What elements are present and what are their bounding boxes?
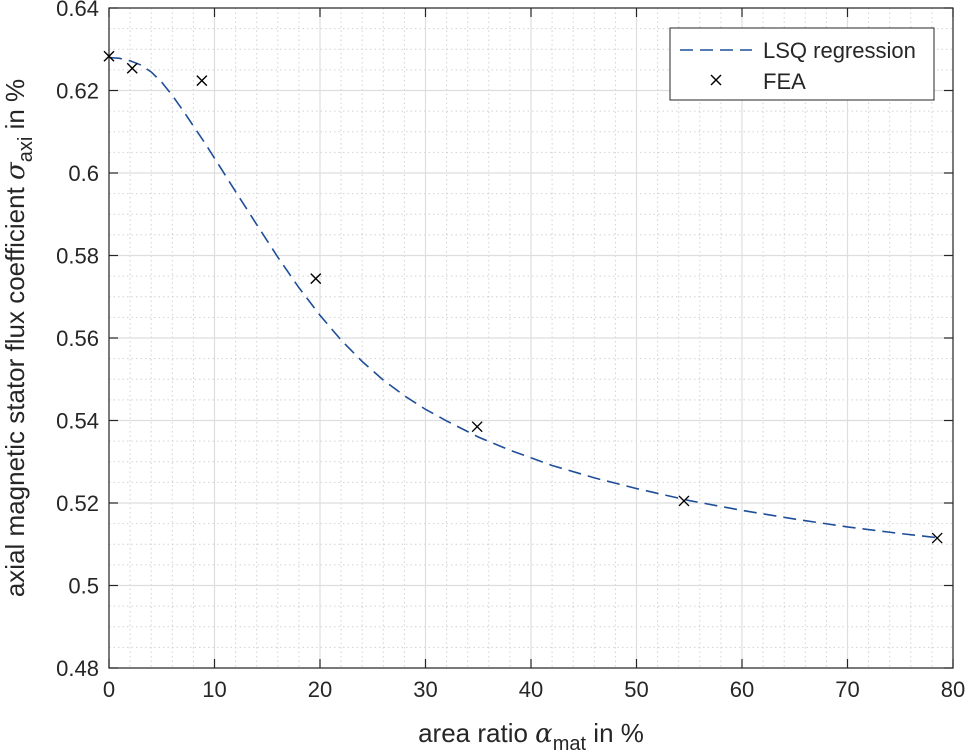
y-tick-label: 0.56 — [56, 326, 99, 351]
fea-point-stroke — [126, 62, 138, 74]
y-tick-label: 0.52 — [56, 491, 99, 516]
fea-point-stroke — [103, 50, 115, 62]
fea-point — [931, 532, 943, 544]
legend-label-fea: FEA — [763, 69, 806, 94]
axis-ticks — [108, 7, 954, 669]
x-tick-label: 40 — [519, 677, 543, 702]
x-tick-label: 50 — [624, 677, 648, 702]
x-tick-label: 20 — [308, 677, 332, 702]
fea-point — [471, 421, 483, 433]
x-tick-label: 80 — [941, 677, 965, 702]
legend-label-lsq: LSQ regression — [763, 38, 916, 63]
x-axis-label-suffix: in % — [586, 718, 644, 748]
fea-point-stroke — [678, 495, 690, 507]
x-tick-label: 10 — [202, 677, 226, 702]
regression-line — [108, 56, 938, 539]
fea-point-stroke — [310, 273, 322, 285]
x-tick-label: 30 — [413, 677, 437, 702]
y-tick-label: 0.5 — [68, 574, 99, 599]
fea-point — [196, 75, 208, 87]
y-tick-labels: 0.48 0.5 0.52 0.54 0.56 0.58 0.6 0.62 0.64 — [56, 0, 99, 681]
fea-point — [103, 50, 115, 62]
minor-grid — [109, 8, 953, 668]
y-axis-label: axial magnetic stator flux coefficient σ… — [0, 79, 37, 597]
y-tick-label: 0.54 — [56, 409, 99, 434]
x-axis-label-symbol: α — [535, 719, 553, 749]
y-axis-label-subscript: axi — [15, 137, 37, 163]
fea-point-stroke — [471, 421, 483, 433]
fea-point-stroke — [931, 532, 943, 544]
x-tick-label: 70 — [835, 677, 859, 702]
x-tick-label: 0 — [103, 677, 115, 702]
legend-box — [669, 27, 935, 101]
legend: LSQ regression FEA — [669, 27, 935, 101]
y-tick-label: 0.6 — [68, 161, 99, 186]
y-axis-label-suffix: in % — [0, 79, 30, 137]
y-tick-label: 0.58 — [56, 244, 99, 269]
series-layer — [103, 50, 943, 544]
x-tick-labels: 0 10 20 30 40 50 60 70 80 — [103, 677, 965, 702]
fea-point-stroke — [196, 75, 208, 87]
x-axis-label: area ratio αmat in % — [418, 718, 644, 755]
fea-point — [310, 273, 322, 285]
x-tick-label: 60 — [730, 677, 754, 702]
y-tick-label: 0.64 — [56, 0, 99, 21]
y-axis-label-prefix: axial magnetic stator flux coefficient — [0, 180, 30, 597]
x-axis-label-subscript: mat — [553, 733, 587, 755]
legend-marker-fea — [710, 74, 722, 86]
fea-point — [678, 495, 690, 507]
fea-point — [126, 62, 138, 74]
x-axis-label-prefix: area ratio — [418, 718, 535, 748]
y-tick-label: 0.48 — [56, 656, 99, 681]
y-tick-label: 0.62 — [56, 79, 99, 104]
y-axis-label-symbol: σ — [1, 161, 31, 180]
